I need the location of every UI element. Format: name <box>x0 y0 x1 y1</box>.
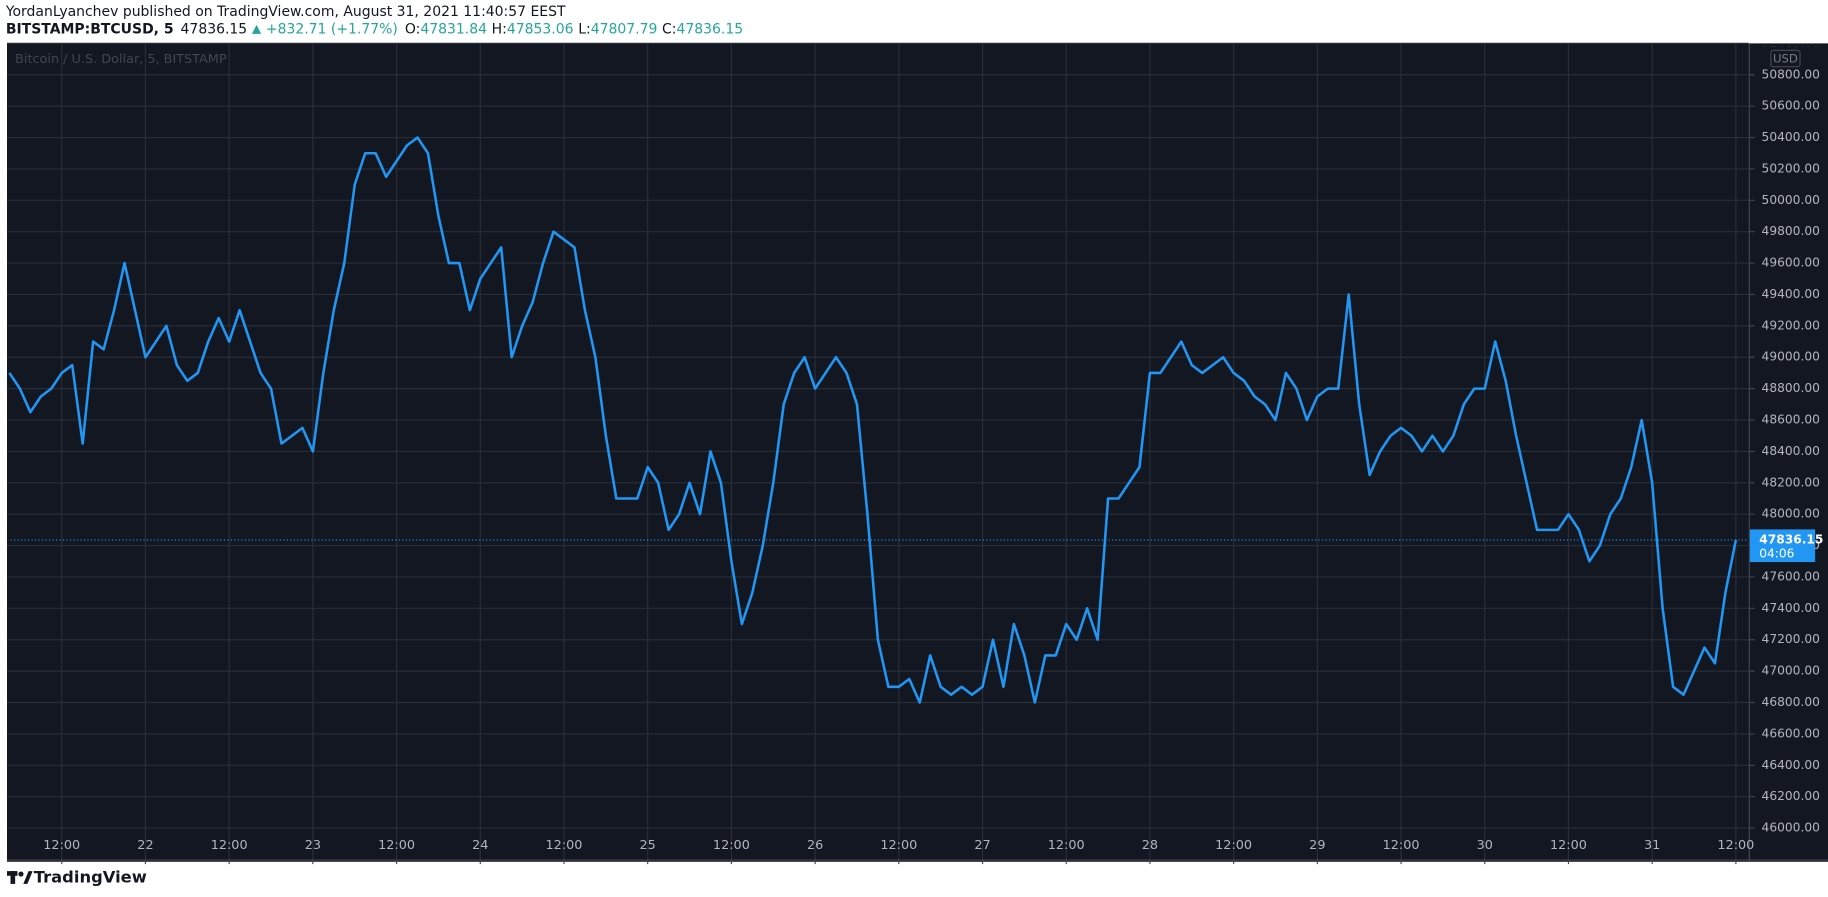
y-tick-label: 50200.00 <box>1762 161 1820 175</box>
price-tag <box>1749 529 1816 563</box>
x-tick-label: 12:00 <box>880 838 917 853</box>
x-tick-label: 28 <box>1142 838 1158 853</box>
y-tick-label: 48600.00 <box>1762 413 1820 427</box>
y-tick-label: 46200.00 <box>1762 789 1820 803</box>
x-tick-label: 22 <box>137 838 153 853</box>
y-tick-label: 47200.00 <box>1762 632 1820 646</box>
x-tick-label: 12:00 <box>713 838 750 853</box>
brand: TradingView <box>34 868 147 887</box>
change: +832.71 (+1.77%) <box>266 21 398 37</box>
y-tick-label: 50000.00 <box>1762 193 1820 207</box>
low: 47807.79 <box>591 21 658 37</box>
watermark: Bitcoin / U.S. Dollar, 5, BITSTAMP <box>15 52 227 67</box>
y-tick-label: 49000.00 <box>1762 350 1820 364</box>
x-tick-label: 12:00 <box>1215 838 1252 853</box>
y-tick-label: 47400.00 <box>1762 601 1820 615</box>
y-tick-label: 46800.00 <box>1762 695 1820 709</box>
x-tick-label: 12:00 <box>1048 838 1085 853</box>
x-tick-label: 23 <box>305 838 321 853</box>
y-tick-label: 51000.00 <box>1762 36 1820 50</box>
brand-logo <box>6 871 33 884</box>
x-tick-label: 12:00 <box>378 838 415 853</box>
x-tick-label: 12:00 <box>43 838 80 853</box>
x-tick-label: 12:00 <box>546 838 583 853</box>
last-price: 47836.15 <box>181 21 248 37</box>
y-tick-label: 46600.00 <box>1762 726 1820 740</box>
close-label: C: <box>662 21 676 37</box>
logo-part <box>23 871 33 884</box>
x-tick-label: 29 <box>1309 838 1325 853</box>
open: 47831.84 <box>420 21 487 37</box>
y-tick-label: 48400.00 <box>1762 444 1820 458</box>
price-line <box>8 136 1738 704</box>
logo-part <box>10 871 16 884</box>
y-tick-label: 47000.00 <box>1762 664 1820 678</box>
y-tick-label: 48800.00 <box>1762 381 1820 395</box>
y-tick-label: 47600.00 <box>1762 569 1820 583</box>
symbol-line: BITSTAMP:BTCUSD, 5 47836.15 +832.71 (+1.77… <box>6 21 743 37</box>
close: 47836.15 <box>676 21 743 37</box>
x-tick-label: 12:00 <box>1550 838 1587 853</box>
currency-box <box>1770 49 1801 68</box>
y-tick-label: 49800.00 <box>1762 224 1820 238</box>
y-tick-label: 49600.00 <box>1762 256 1820 270</box>
high: 47853.06 <box>507 21 574 37</box>
high-label: H: <box>492 21 507 37</box>
price-tag-label: 47836.15 <box>1759 532 1823 546</box>
x-tick-label: 25 <box>640 838 656 853</box>
x-tick-label: 12:00 <box>1383 838 1420 853</box>
logo-part <box>18 871 24 877</box>
x-tick-label: 30 <box>1477 838 1493 853</box>
x-tick-label: 12:00 <box>1717 838 1754 853</box>
countdown: 04:06 <box>1759 546 1794 560</box>
y-tick-label: 46400.00 <box>1762 758 1820 772</box>
y-tick-label: 50800.00 <box>1762 67 1820 81</box>
currency: USD <box>1773 52 1798 66</box>
y-tick-label: 49400.00 <box>1762 287 1820 301</box>
x-tick-label: 24 <box>472 838 488 853</box>
y-tick-label: 46000.00 <box>1762 821 1820 835</box>
y-tick-label: 48000.00 <box>1762 507 1820 521</box>
low-label: L: <box>578 21 591 37</box>
open-label: O: <box>405 21 420 37</box>
y-tick-label: 50600.00 <box>1762 99 1820 113</box>
x-tick-label: 31 <box>1644 838 1660 853</box>
y-tick-label: 49200.00 <box>1762 318 1820 332</box>
change-arrow <box>251 24 262 34</box>
chart-panel <box>6 43 1828 862</box>
symbol: BITSTAMP:BTCUSD, 5 <box>6 21 174 37</box>
author-line: YordanLyanchev published on TradingView.… <box>5 4 566 20</box>
x-tick-label: 26 <box>807 838 823 853</box>
x-tick-label: 27 <box>974 838 990 853</box>
x-tick-label: 12:00 <box>211 838 248 853</box>
y-tick-label: 50400.00 <box>1762 130 1820 144</box>
y-tick-label: 48200.00 <box>1762 475 1820 489</box>
